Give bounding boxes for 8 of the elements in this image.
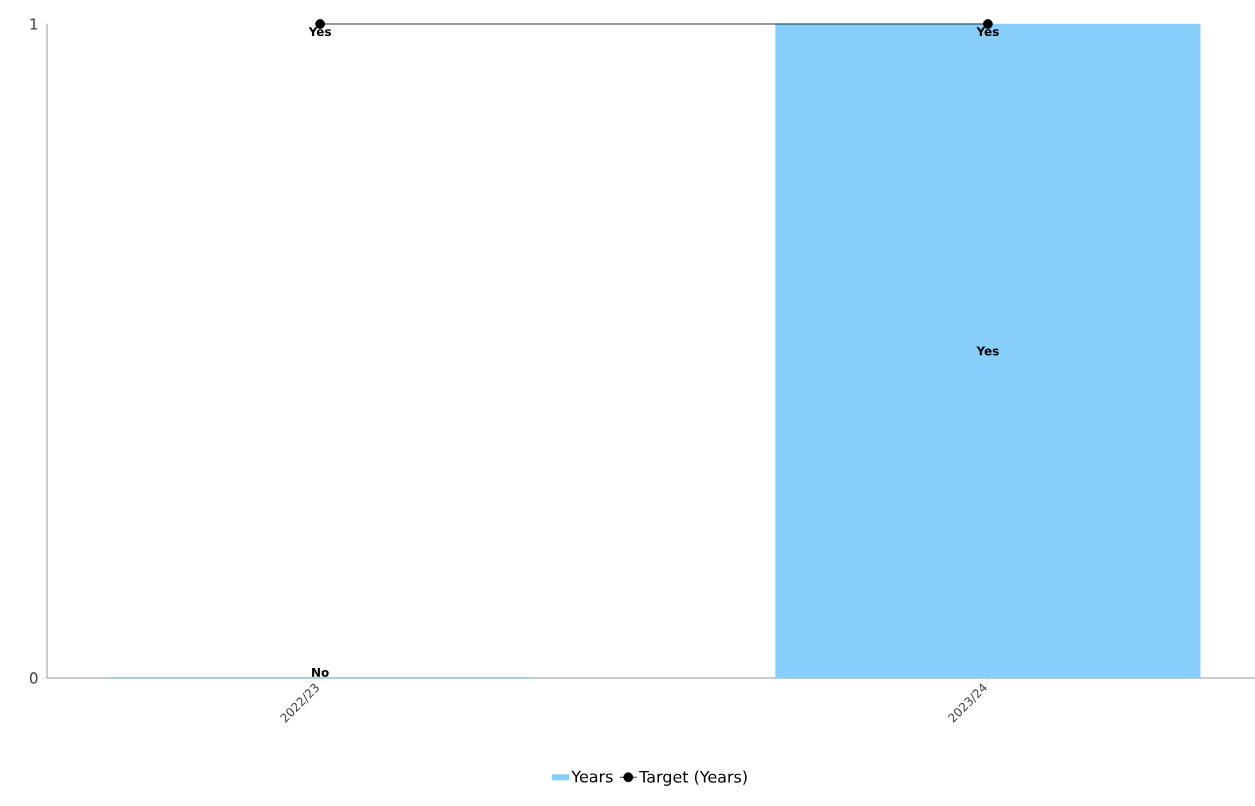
data-label: No [312,667,329,677]
data-label: Yes [976,27,999,37]
y-tick-label: 0 [29,672,38,684]
y-tick-label: 1 [30,18,38,30]
data-label: Yes [308,27,331,37]
legend-label: Target (Years) [639,770,747,786]
legend-label: Years [571,770,613,783]
data-label: Yes [976,346,999,356]
